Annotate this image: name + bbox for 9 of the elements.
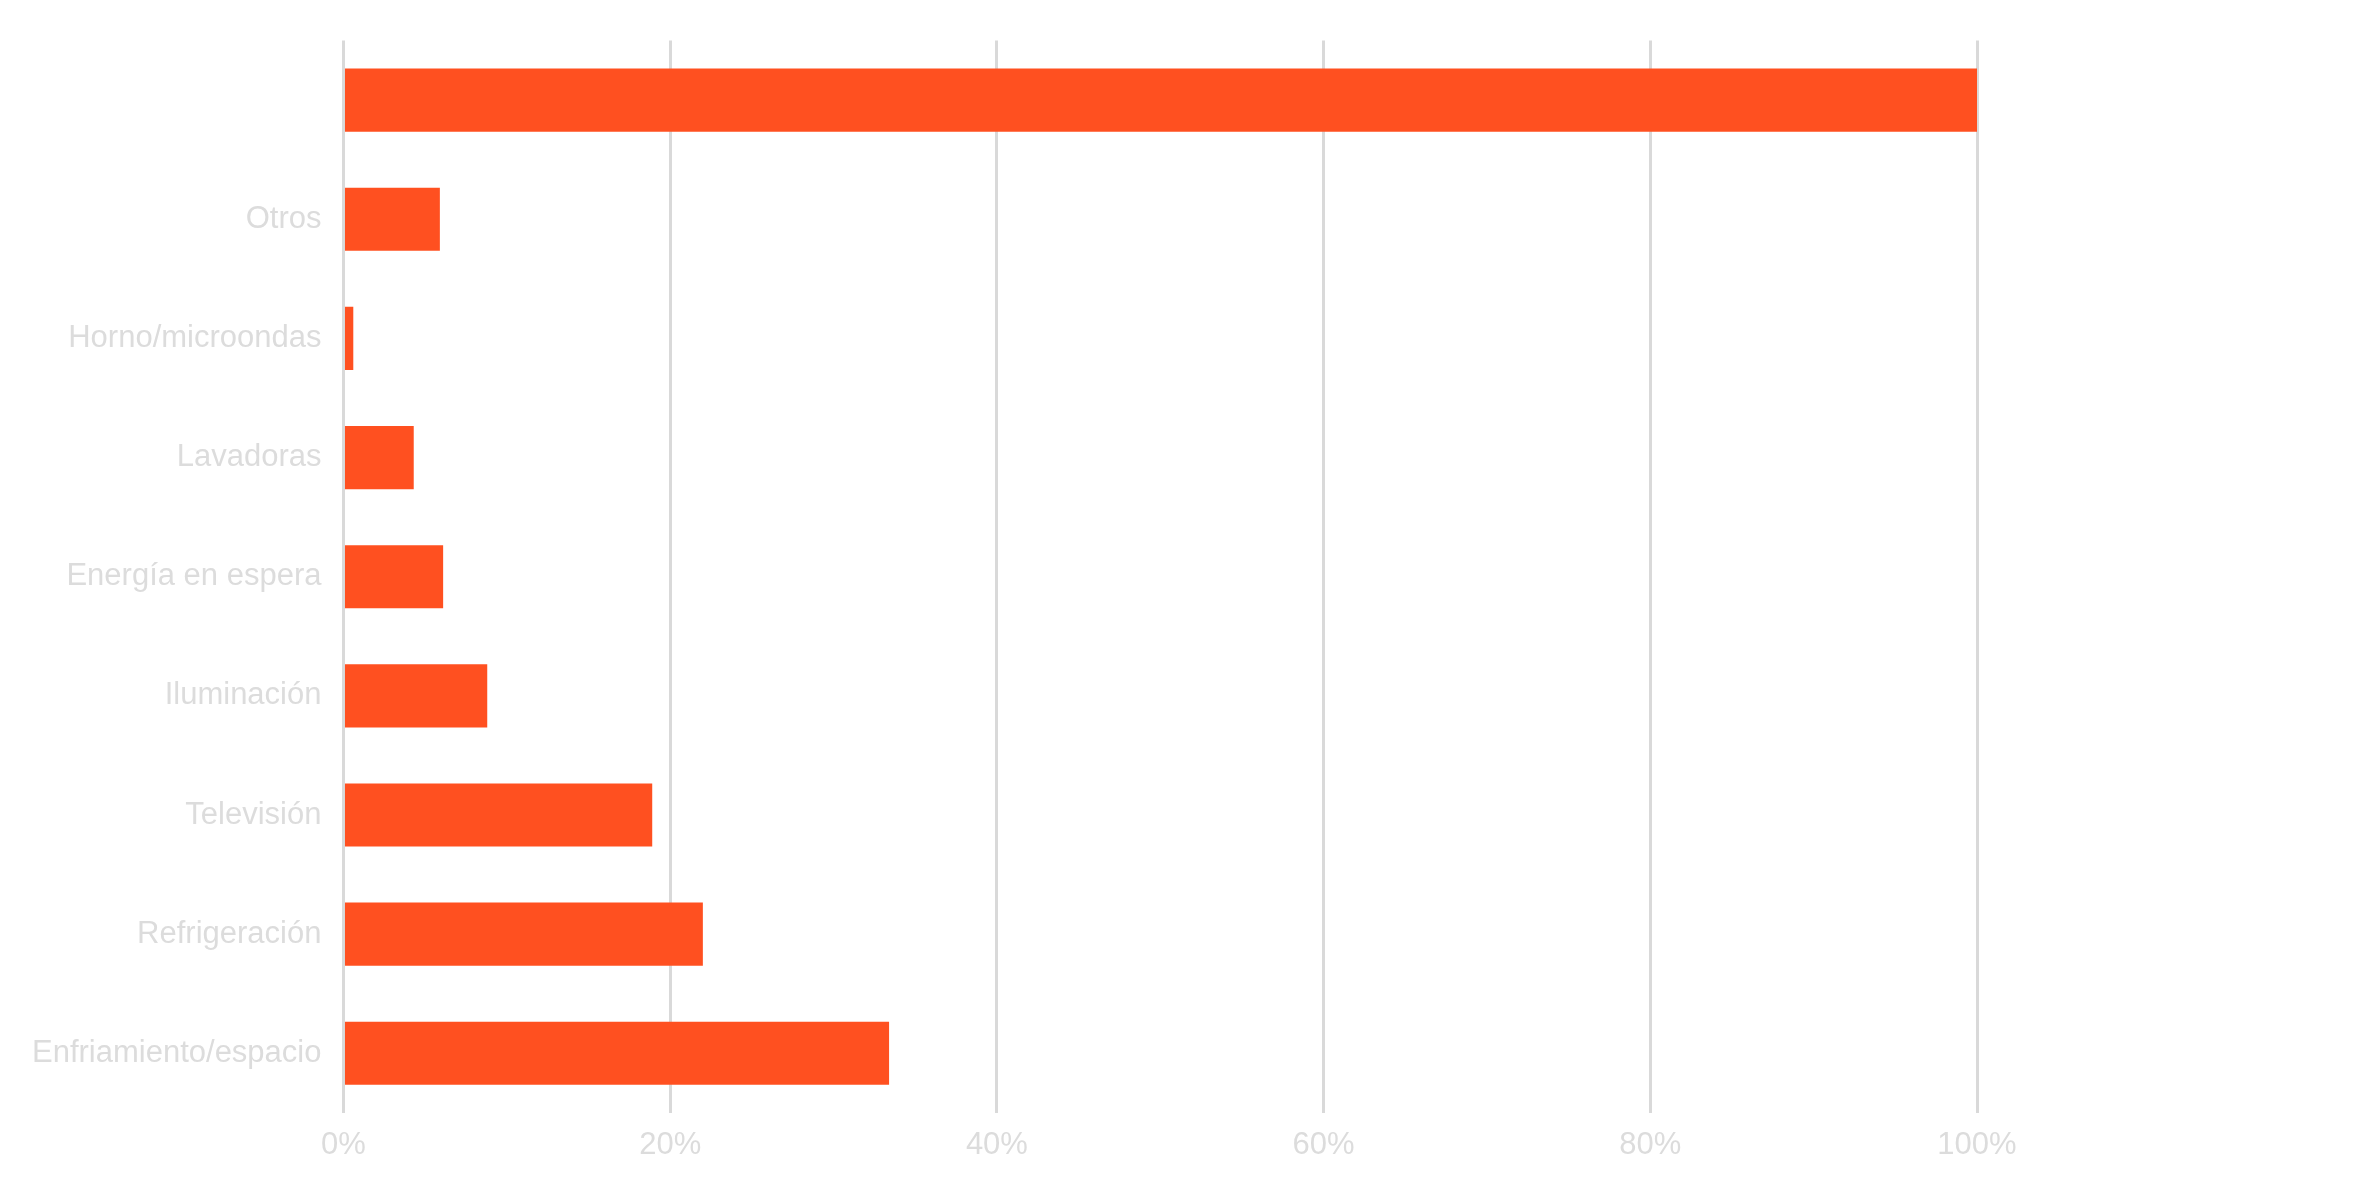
bar — [344, 306, 354, 370]
bar — [344, 187, 440, 251]
bar — [344, 426, 414, 490]
bar — [344, 1021, 890, 1085]
bar — [344, 545, 444, 609]
bar — [344, 68, 1977, 132]
bar — [344, 902, 703, 966]
bar — [344, 783, 653, 847]
bar — [344, 664, 488, 728]
